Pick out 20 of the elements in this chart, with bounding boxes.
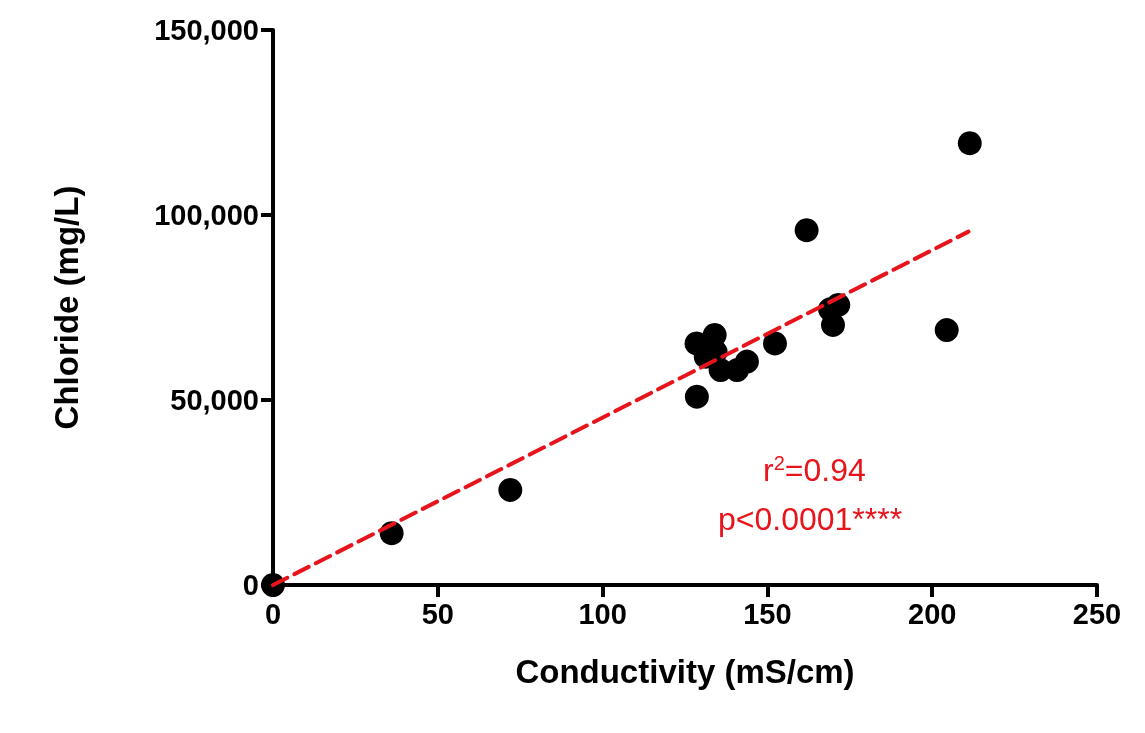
y-tick-label: 0	[242, 569, 259, 601]
point	[763, 331, 787, 356]
point	[957, 131, 982, 156]
y-tick-label: 150,000	[154, 14, 259, 46]
point	[794, 218, 819, 243]
point	[498, 477, 523, 502]
x-tick-label: 100	[578, 597, 627, 630]
x-tick-label: 0	[264, 597, 282, 630]
x-tick-label: 200	[908, 597, 957, 630]
y-tick-label: 50,000	[170, 384, 259, 416]
y-axis-title: Chloride (mg/L)	[48, 185, 85, 430]
x-tick-label: 150	[743, 597, 792, 630]
y-tick-label: 100,000	[154, 199, 259, 231]
x-tick-label: 250	[1072, 597, 1122, 630]
x-axis-title: Conductivity (mS/cm)	[515, 653, 855, 690]
point	[934, 318, 959, 343]
annotation: p<0.0001****	[718, 501, 903, 537]
x-tick-label: 50	[421, 597, 454, 630]
point	[734, 349, 759, 374]
point	[684, 384, 709, 409]
